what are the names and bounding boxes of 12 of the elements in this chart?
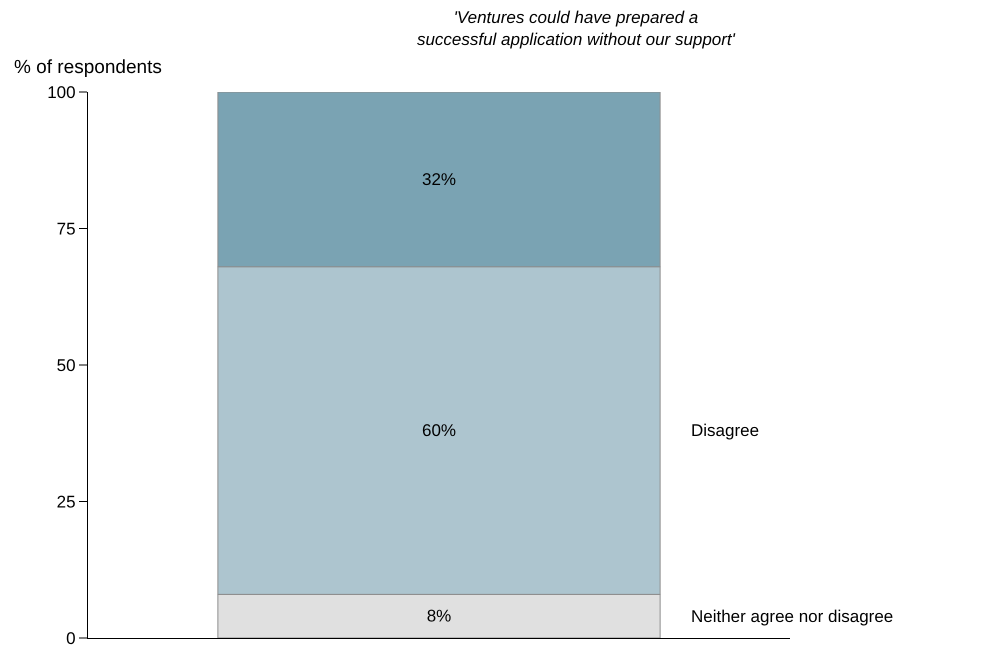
y-tick-label: 0 [66, 628, 76, 648]
y-tick-label: 75 [56, 219, 76, 238]
data-label: 8% [426, 606, 452, 626]
data-label: 32% [422, 170, 456, 189]
series-label: Disagree [691, 421, 760, 440]
data-label: 60% [422, 421, 456, 440]
series-label: Neither agree nor disagree [691, 607, 894, 626]
chart-title: 'Ventures could have prepared a successful application without our support' [416, 8, 736, 50]
y-axis-title: % of respondents [14, 57, 162, 78]
y-tick-label: 25 [56, 492, 76, 512]
y-tick-label: 50 [56, 356, 76, 375]
y-tick-label: 100 [47, 82, 76, 102]
